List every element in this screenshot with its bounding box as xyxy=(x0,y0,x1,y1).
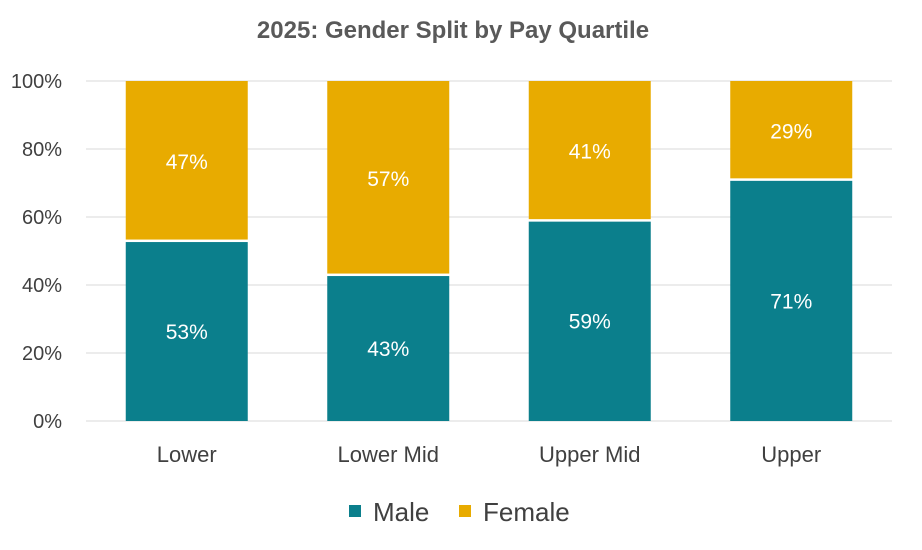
x-axis-categories: Lower Lower Mid Upper Mid Upper xyxy=(157,442,821,467)
data-labels: 53% 47% 43% 57% 59% 41% 71% 29% xyxy=(166,120,813,361)
bar-female-upper xyxy=(730,81,853,179)
y-tick-label: 0% xyxy=(33,411,62,433)
y-tick-label: 100% xyxy=(11,71,62,93)
bar-male-upper-mid xyxy=(528,221,651,421)
x-category-label: Upper Mid xyxy=(539,442,640,467)
legend-swatch-male xyxy=(349,505,361,517)
legend-swatch-female xyxy=(459,505,471,517)
data-label: 41% xyxy=(569,141,611,164)
data-label: 53% xyxy=(166,321,208,344)
y-tick-label: 40% xyxy=(22,275,62,297)
data-label: 43% xyxy=(367,338,409,361)
x-category-label: Lower xyxy=(157,442,217,467)
bars xyxy=(125,81,853,421)
bar-male-lower-mid xyxy=(327,276,450,421)
chart-title: 2025: Gender Split by Pay Quartile xyxy=(257,17,649,44)
legend-label-female: Female xyxy=(483,497,570,527)
x-category-label: Lower Mid xyxy=(338,442,439,467)
data-label: 57% xyxy=(367,168,409,191)
data-label: 59% xyxy=(569,311,611,334)
bar-female-upper-mid xyxy=(528,81,651,220)
bar-male-upper xyxy=(730,180,853,421)
y-tick-label: 80% xyxy=(22,139,62,161)
bar-female-lower-mid xyxy=(327,81,450,274)
legend: Male Female xyxy=(349,497,570,527)
data-label: 29% xyxy=(770,120,812,143)
y-tick-label: 60% xyxy=(22,207,62,229)
bar-male-lower xyxy=(125,242,248,421)
legend-label-male: Male xyxy=(373,497,429,527)
x-category-label: Upper xyxy=(761,442,821,467)
data-label: 71% xyxy=(770,290,812,313)
bar-female-lower xyxy=(125,81,248,240)
data-label: 47% xyxy=(166,151,208,174)
y-axis-ticks: 0% 20% 40% 60% 80% 100% xyxy=(11,71,62,433)
y-tick-label: 20% xyxy=(22,343,62,365)
